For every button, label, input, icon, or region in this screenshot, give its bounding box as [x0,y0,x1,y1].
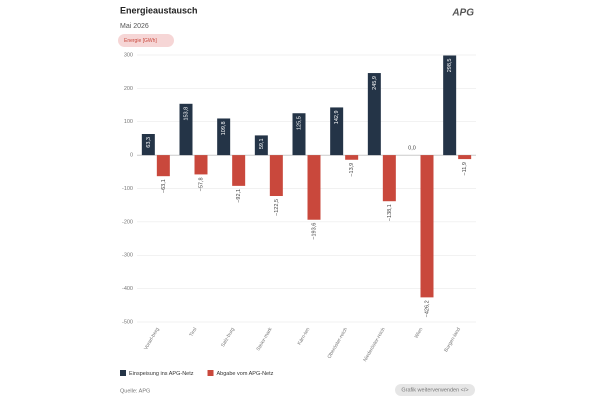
bar [420,155,434,298]
value-label: −122,5 [274,199,280,216]
legend-swatch [120,370,126,376]
value-label: −13,9 [349,163,355,177]
bar [194,155,208,175]
legend-swatch [207,370,214,376]
legend-label: Abgabe vom APG-Netz [217,371,274,377]
value-label: 125,5 [296,116,302,130]
value-label: 245,9 [372,76,378,90]
y-tick-label: -400 [122,286,133,292]
bar [217,118,231,156]
y-tick-label: -500 [122,319,133,325]
bar [141,133,155,156]
x-tick-label: Oberöster-reich [326,326,349,359]
y-tick-label: -200 [122,219,133,225]
bar [330,107,344,156]
bar [345,155,359,160]
value-label: −138,1 [387,204,393,221]
unit-pill[interactable] [118,34,174,47]
value-label: 63,3 [146,137,152,148]
value-label: −63,1 [161,179,167,193]
bar [367,73,381,156]
x-tick-label: Niederöster-reich [362,326,386,362]
unit-label: Energie [GWh] [124,38,157,44]
value-label: 153,8 [183,107,189,121]
x-tick-label: Kärn-ten [297,326,312,346]
y-tick-label: 0 [130,153,133,159]
bar [254,135,268,156]
value-label: −57,8 [198,177,204,191]
bar [443,55,457,156]
bar [292,113,306,156]
y-tick-label: -300 [122,253,133,259]
x-tick-label: Vorarl-berg [143,326,161,351]
logo: APG [451,8,474,19]
bar [156,155,170,177]
reuse-button[interactable] [395,384,475,396]
value-label: 0,0 [408,146,416,152]
value-label: 298,5 [447,59,453,73]
y-tick-label: 200 [124,86,133,92]
chart-title: Energieaustausch [120,5,198,15]
bar [232,155,246,186]
value-label: 59,1 [259,138,265,149]
bar [307,155,321,220]
chart-subtitle: Mai 2026 [120,23,149,30]
bar [458,155,472,160]
value-label: 142,9 [334,110,340,124]
value-label: −11,9 [462,162,468,176]
x-tick-label: Steier-mark [256,326,274,352]
value-label: −193,6 [311,223,317,240]
bar [179,103,193,156]
source: Quelle: APG [120,388,150,394]
y-tick-label: 100 [124,119,133,125]
x-tick-label: Burgen-land [443,326,462,353]
reuse-button-label: Grafik weiterverwenden </> [401,387,468,393]
y-tick-label: -100 [122,186,133,192]
value-label: 109,8 [221,121,227,135]
legend-label: Einspeisung ins APG-Netz [129,371,194,377]
bar [269,155,283,197]
x-tick-label: Tirol [188,327,198,338]
y-tick-label: 300 [124,52,133,58]
x-tick-label: Salz-burg [220,326,236,348]
bar [382,155,396,202]
value-label: −92,1 [236,189,242,203]
x-tick-label: Wien [413,326,424,339]
value-label: −426,2 [424,300,430,317]
